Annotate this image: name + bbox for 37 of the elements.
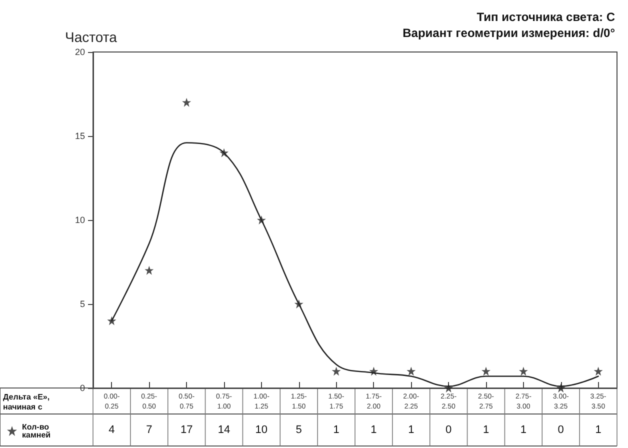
chart-subtitle: Вариант геометрии измерения: d/0° xyxy=(402,26,616,40)
data-label: 1 xyxy=(370,424,377,436)
point xyxy=(256,216,266,224)
y-tick-label: 20 xyxy=(74,47,85,57)
data-label: 0 xyxy=(558,424,564,436)
y-axis-title: Частота xyxy=(65,29,118,45)
point xyxy=(482,366,490,376)
data-label: 1 xyxy=(408,424,414,436)
data-label: 0 xyxy=(446,424,452,436)
data-label: 14 xyxy=(218,424,230,436)
data-label: 1 xyxy=(595,424,602,436)
data-label: 1 xyxy=(520,424,526,436)
legend-label: Кол-во камней xyxy=(22,422,52,440)
y-tick-label: 15 xyxy=(74,131,85,141)
point xyxy=(518,366,528,376)
data-label: 1 xyxy=(333,424,340,436)
point xyxy=(594,366,603,376)
point xyxy=(220,148,228,158)
point xyxy=(369,366,378,376)
y-tick-label: 10 xyxy=(74,215,85,225)
point xyxy=(294,300,304,308)
point xyxy=(556,384,566,392)
y-tick-label: 5 xyxy=(80,299,85,309)
data-label: 4 xyxy=(108,424,115,436)
point xyxy=(332,366,341,376)
point xyxy=(444,384,454,392)
data-label: 17 xyxy=(180,424,193,436)
data-label: 5 xyxy=(296,424,302,436)
chart-title: Тип источника света: C xyxy=(476,10,616,24)
point xyxy=(406,366,416,376)
text: Дельта «Е», начиная с xyxy=(3,392,52,412)
point xyxy=(107,316,116,326)
point xyxy=(182,98,192,107)
data-label: 7 xyxy=(146,424,152,436)
data-label: 10 xyxy=(255,424,268,436)
point xyxy=(144,266,154,275)
data-label: 1 xyxy=(482,424,490,436)
